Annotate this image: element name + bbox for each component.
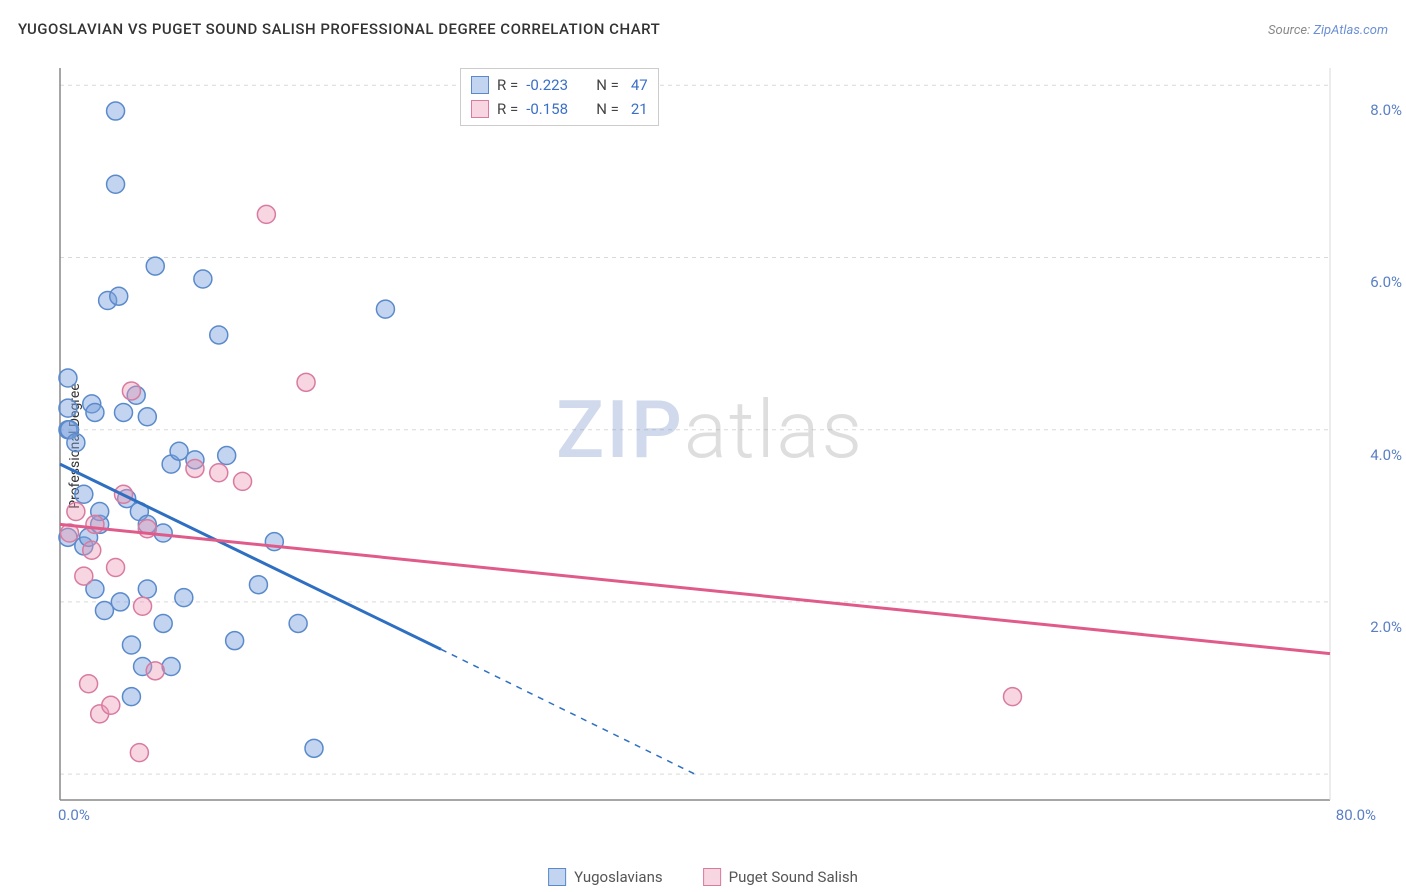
data-point-salish [107, 558, 125, 576]
data-point-yugoslavians [59, 399, 77, 417]
data-point-yugoslavians [226, 632, 244, 650]
data-point-yugoslavians [138, 580, 156, 598]
data-point-salish [75, 567, 93, 585]
data-point-yugoslavians [170, 442, 188, 460]
data-point-salish [67, 503, 85, 521]
data-point-salish [1004, 688, 1022, 706]
x-tick-label: 0.0% [58, 806, 90, 824]
legend-n-label: N = [596, 73, 619, 97]
data-point-yugoslavians [249, 576, 267, 594]
legend-swatch [548, 868, 566, 886]
y-tick-label: 2.0% [1370, 618, 1402, 636]
x-tick-label: 80.0% [1336, 806, 1376, 824]
legend-item-yugoslavians: Yugoslavians [548, 868, 663, 886]
legend-n-value: 47 [631, 73, 648, 97]
legend-swatch [703, 868, 721, 886]
data-point-salish [186, 459, 204, 477]
chart-title: YUGOSLAVIAN VS PUGET SOUND SALISH PROFES… [18, 20, 660, 38]
data-point-salish [297, 373, 315, 391]
data-point-yugoslavians [115, 403, 133, 421]
data-point-yugoslavians [194, 270, 212, 288]
legend-n-value: 21 [631, 97, 648, 121]
source-attribution: Source: ZipAtlas.com [1268, 23, 1388, 38]
data-point-yugoslavians [154, 614, 172, 632]
data-point-yugoslavians [162, 658, 180, 676]
data-point-yugoslavians [289, 614, 307, 632]
data-point-salish [83, 541, 101, 559]
legend-row-salish: R = -0.158 N = 21 [471, 97, 648, 121]
data-point-yugoslavians [59, 369, 77, 387]
data-point-salish [80, 675, 98, 693]
data-point-salish [210, 464, 228, 482]
data-point-yugoslavians [111, 593, 129, 611]
data-point-yugoslavians [86, 403, 104, 421]
data-point-salish [234, 472, 252, 490]
correlation-legend: R = -0.223 N = 47 R = -0.158 N = 21 [460, 68, 659, 126]
data-point-yugoslavians [146, 257, 164, 275]
data-point-yugoslavians [107, 175, 125, 193]
data-point-yugoslavians [67, 434, 85, 452]
data-point-yugoslavians [122, 688, 140, 706]
y-tick-label: 6.0% [1370, 273, 1402, 291]
data-point-yugoslavians [107, 102, 125, 120]
data-point-salish [122, 382, 140, 400]
series-legend: Yugoslavians Puget Sound Salish [548, 868, 858, 886]
y-tick-label: 8.0% [1370, 101, 1402, 119]
legend-item-salish: Puget Sound Salish [703, 868, 858, 886]
data-point-yugoslavians [95, 602, 113, 620]
data-point-yugoslavians [305, 739, 323, 757]
legend-n-label: N = [596, 97, 619, 121]
legend-r-label: R = [497, 73, 518, 97]
y-tick-label: 4.0% [1370, 446, 1402, 464]
plot-area: ZIPatlas [50, 60, 1370, 830]
data-point-salish [102, 696, 120, 714]
source-link[interactable]: ZipAtlas.com [1313, 23, 1388, 38]
legend-swatch [471, 100, 489, 118]
trendline-extrapolated-yugoslavians [441, 649, 695, 774]
data-point-yugoslavians [110, 287, 128, 305]
data-point-salish [134, 597, 152, 615]
data-point-yugoslavians [376, 300, 394, 318]
legend-label: Yugoslavians [574, 868, 663, 886]
scatter-plot-svg [50, 60, 1370, 830]
data-point-yugoslavians [138, 408, 156, 426]
source-label: Source: [1268, 23, 1310, 38]
data-point-salish [86, 515, 104, 533]
legend-r-value: -0.158 [526, 97, 582, 121]
legend-row-yugoslavians: R = -0.223 N = 47 [471, 73, 648, 97]
data-point-yugoslavians [75, 485, 93, 503]
data-point-salish [130, 744, 148, 762]
legend-swatch [471, 76, 489, 94]
data-point-yugoslavians [175, 589, 193, 607]
legend-r-label: R = [497, 97, 518, 121]
data-point-salish [146, 662, 164, 680]
legend-r-value: -0.223 [526, 73, 582, 97]
data-point-yugoslavians [210, 326, 228, 344]
title-bar: YUGOSLAVIAN VS PUGET SOUND SALISH PROFES… [18, 20, 1388, 38]
data-point-yugoslavians [218, 447, 236, 465]
legend-label: Puget Sound Salish [729, 868, 858, 886]
data-point-salish [257, 205, 275, 223]
data-point-yugoslavians [122, 636, 140, 654]
